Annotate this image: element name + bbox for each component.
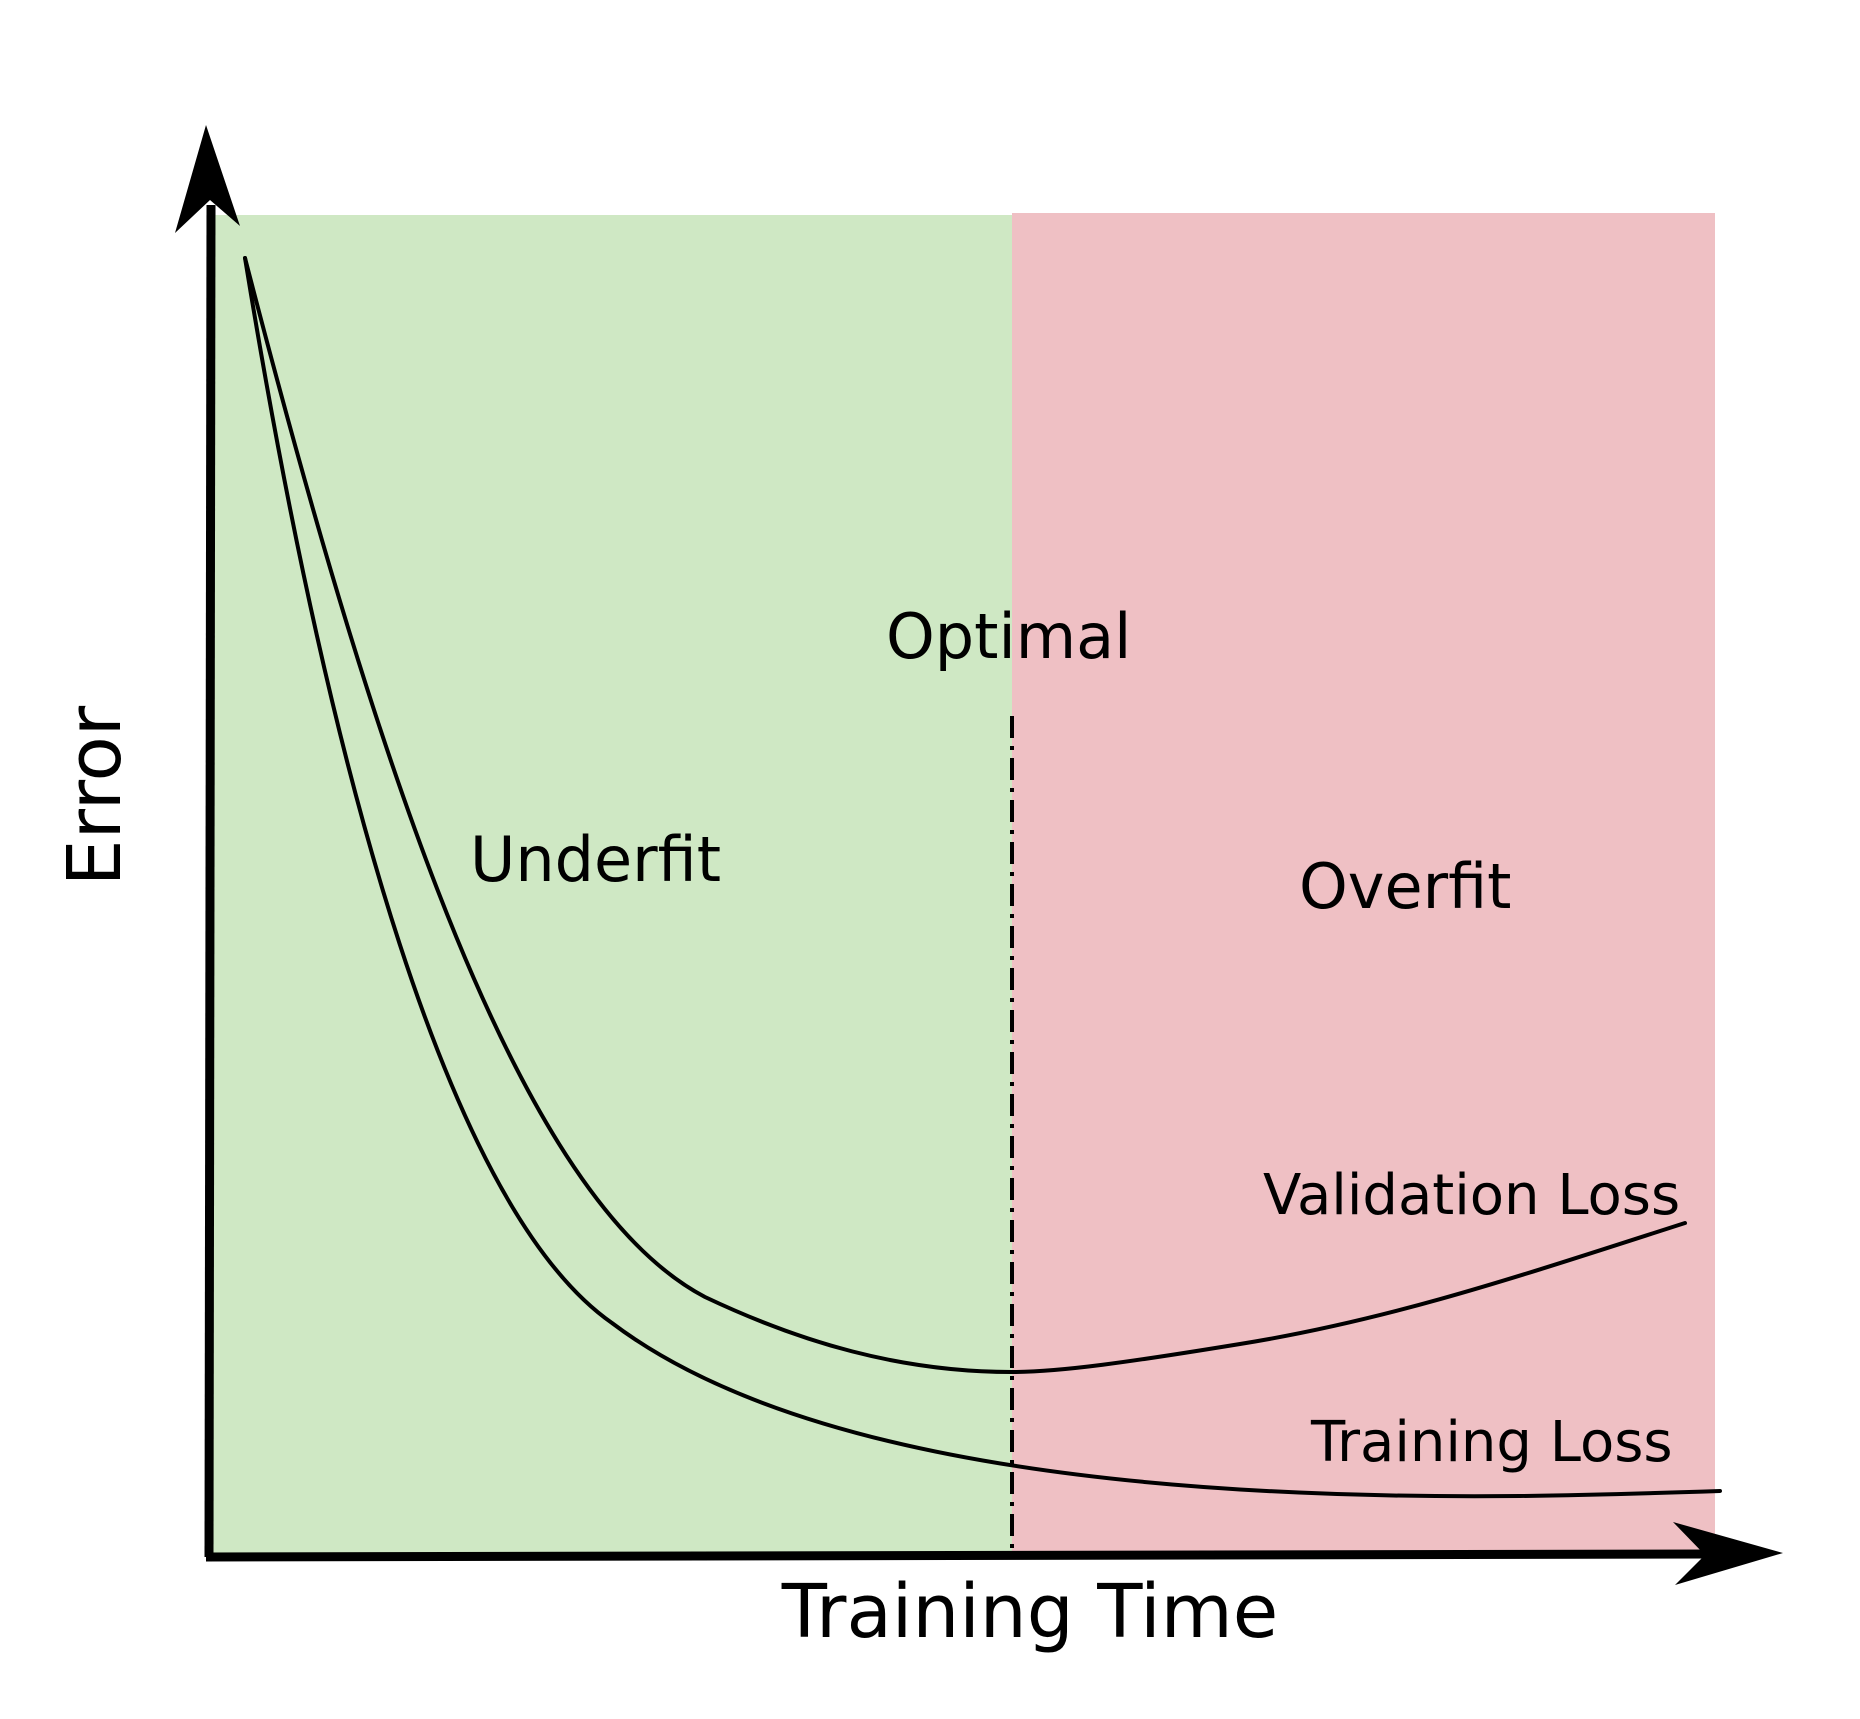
y-axis-label: Error [52, 705, 138, 886]
underfit-label: Underfit [470, 823, 721, 896]
training-loss-curve [243, 256, 1722, 1499]
training-loss-label: Training Loss [1310, 1410, 1673, 1475]
underfit-region [208, 215, 1012, 1556]
optimal-label: Optimal [886, 600, 1131, 673]
validation-loss-label: Validation Loss [1263, 1163, 1680, 1228]
validation-loss-curve [243, 256, 1687, 1374]
y-axis-arrow-icon [175, 125, 240, 233]
overfit-label: Overfit [1299, 850, 1512, 923]
y-axis-line [204, 204, 216, 1558]
axes [175, 125, 1783, 1585]
overfit-region [1012, 213, 1715, 1556]
x-axis-line [205, 1549, 1711, 1562]
x-axis-arrow-icon [1673, 1522, 1783, 1585]
x-axis-label: Training Time [781, 1569, 1279, 1655]
